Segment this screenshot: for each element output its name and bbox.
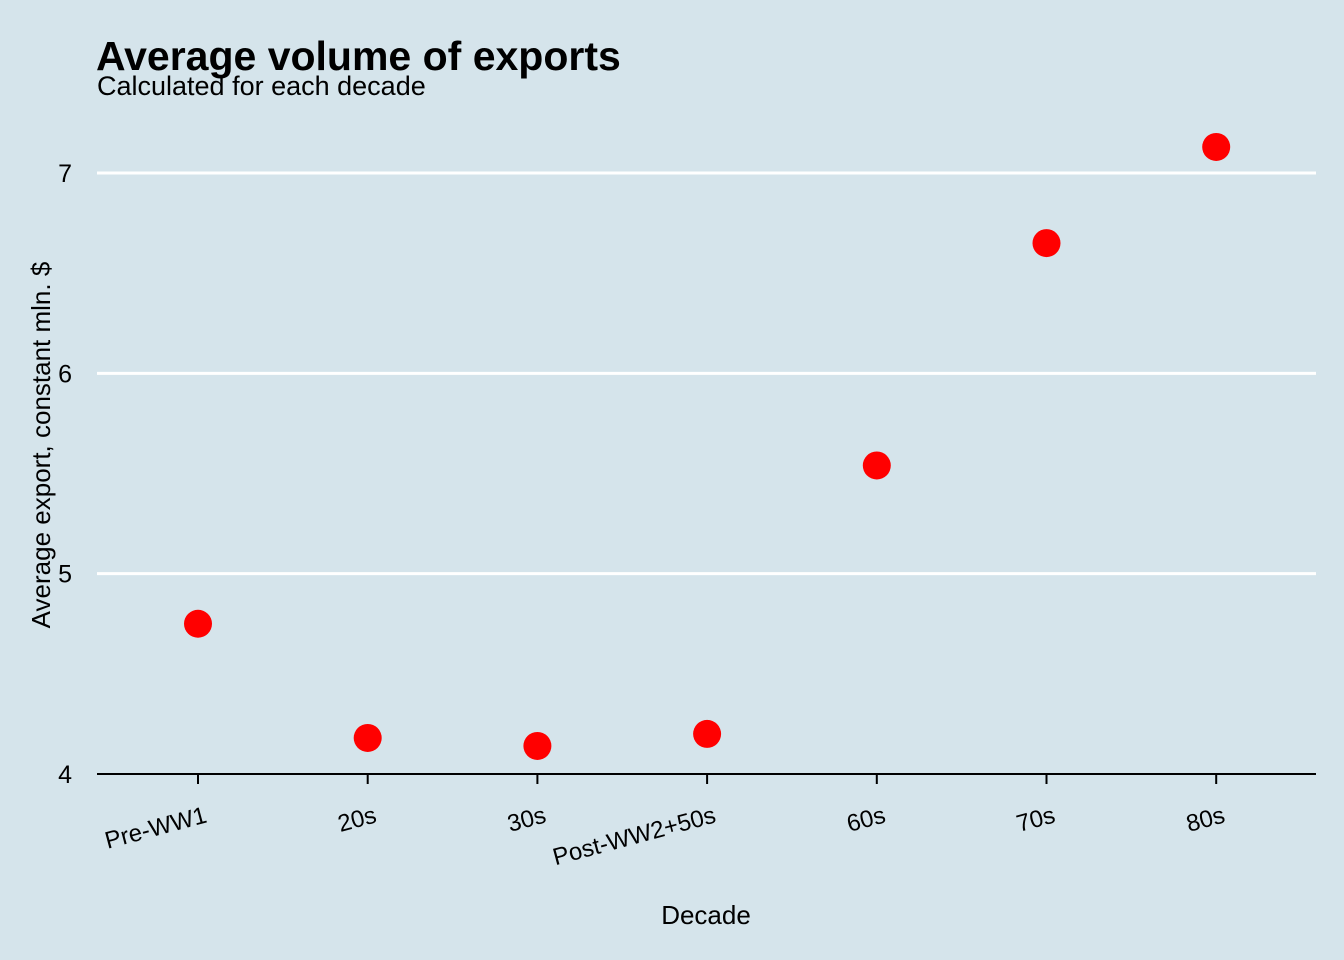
gridlines <box>97 171 1316 576</box>
data-points <box>184 132 1231 760</box>
data-point <box>1202 132 1231 161</box>
chart-subtitle: Calculated for each decade <box>97 71 426 101</box>
y-tick-label: 7 <box>58 160 72 188</box>
data-point <box>1032 229 1061 258</box>
data-point <box>353 723 382 752</box>
y-tick-label: 6 <box>58 360 72 388</box>
y-tick-label: 4 <box>58 761 72 789</box>
x-axis-title: Decade <box>661 900 751 930</box>
data-point <box>693 719 722 748</box>
data-point <box>523 731 552 760</box>
y-axis-ticks: 4 5 6 7 <box>58 160 72 789</box>
chart-title: Average volume of exports <box>96 33 621 79</box>
y-axis-title: Average export, constant mln. $ <box>26 261 56 628</box>
data-point <box>862 451 891 480</box>
y-tick-label: 5 <box>58 561 72 589</box>
data-point <box>184 609 212 638</box>
